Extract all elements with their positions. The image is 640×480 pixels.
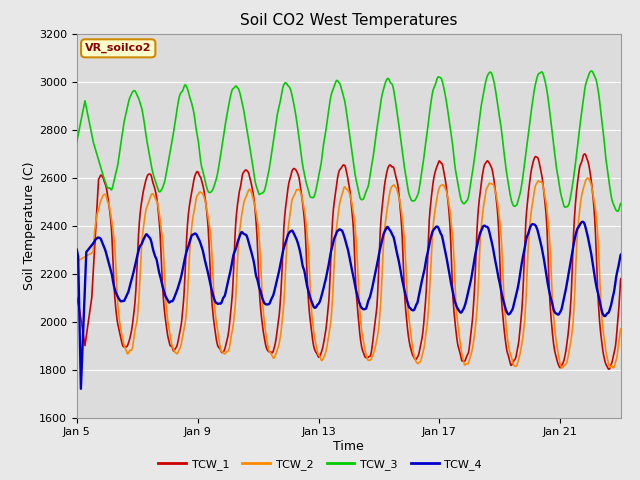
Legend: TCW_1, TCW_2, TCW_3, TCW_4: TCW_1, TCW_2, TCW_3, TCW_4 — [154, 455, 486, 474]
Y-axis label: Soil Temperature (C): Soil Temperature (C) — [23, 161, 36, 290]
Title: Soil CO2 West Temperatures: Soil CO2 West Temperatures — [240, 13, 458, 28]
Text: VR_soilco2: VR_soilco2 — [85, 43, 152, 53]
X-axis label: Time: Time — [333, 440, 364, 453]
